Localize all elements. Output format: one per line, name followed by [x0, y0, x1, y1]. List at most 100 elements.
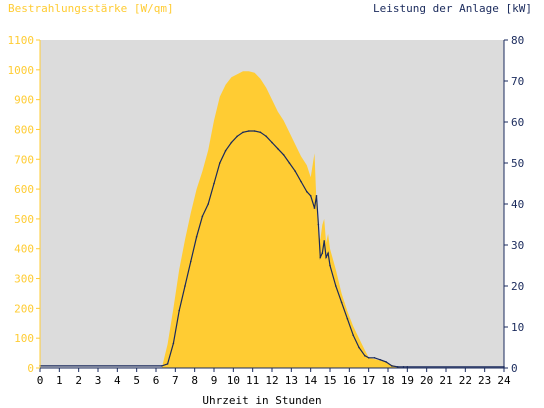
power-point [340, 301, 343, 304]
x-tick-label: 17 [362, 374, 375, 387]
power-point [294, 170, 297, 172]
y-left-tick-label: 0 [27, 362, 34, 375]
power-point [352, 334, 355, 337]
power-point [195, 236, 198, 238]
x-tick-label: 11 [246, 374, 259, 387]
power-point [317, 223, 320, 226]
x-tick-label: 8 [191, 374, 198, 387]
power-point [248, 130, 250, 132]
power-point [213, 182, 215, 185]
y-right-tick-label: 10 [511, 321, 524, 334]
y-left-tick-label: 900 [14, 94, 34, 107]
left-axis-title: Bestrahlungsstärke [W/qm] [8, 2, 174, 15]
power-point [391, 365, 393, 367]
y-right-tick-label: 80 [511, 34, 524, 47]
y-left-tick-label: 300 [14, 273, 34, 286]
power-point [166, 363, 169, 365]
x-tick-label: 9 [211, 374, 218, 387]
power-point [259, 131, 262, 134]
x-tick-label: 4 [114, 374, 121, 387]
x-tick-label: 6 [153, 374, 160, 387]
power-point [346, 318, 349, 320]
power-point [236, 135, 238, 138]
power-point [319, 256, 322, 259]
x-tick-label: 15 [323, 374, 336, 387]
y-left-tick-label: 800 [14, 123, 34, 136]
x-tick-label: 5 [133, 374, 140, 387]
right-axis-title: Leistung der Anlage [kW] [373, 2, 532, 15]
power-point [321, 252, 324, 254]
y-left-tick-label: 500 [14, 213, 34, 226]
x-tick-label: 19 [401, 374, 414, 387]
power-point [309, 195, 312, 197]
x-tick-label: 12 [265, 374, 278, 387]
power-point [172, 342, 175, 345]
power-point [329, 264, 331, 267]
x-tick-label: 16 [343, 374, 356, 387]
power-point [178, 309, 180, 312]
y-left-tick-label: 100 [14, 332, 34, 345]
power-line [40, 130, 504, 368]
power-point [306, 190, 308, 193]
power-point [219, 162, 221, 164]
y-left-tick-label: 700 [14, 153, 34, 166]
power-point [406, 366, 409, 368]
power-point [253, 130, 256, 132]
x-tick-label: 14 [304, 374, 318, 387]
x-tick-label: 13 [285, 374, 298, 387]
y-right-tick-label: 70 [511, 75, 524, 88]
power-point [161, 365, 163, 367]
power-point [282, 154, 285, 156]
x-tick-label: 23 [478, 374, 491, 387]
y-right-tick-label: 0 [511, 362, 518, 375]
y-right-tick-label: 40 [511, 198, 524, 211]
power-point [201, 215, 204, 218]
x-tick-label: 22 [459, 374, 472, 387]
power-point [373, 357, 376, 359]
y-right-tick-label: 50 [511, 157, 524, 170]
power-point [313, 207, 316, 209]
power-point [327, 252, 329, 254]
y-left-tick-label: 400 [14, 243, 34, 256]
x-tick-label: 1 [56, 374, 63, 387]
irradiance-area [40, 71, 504, 369]
power-point [184, 285, 186, 287]
power-point [242, 131, 244, 134]
y-left-tick-label: 1100 [8, 34, 35, 47]
power-point [385, 361, 387, 363]
x-tick-label: 0 [37, 374, 44, 387]
power-point [323, 240, 326, 242]
y-left-tick-label: 1000 [8, 64, 35, 77]
x-tick-label: 2 [75, 374, 82, 387]
y-left-tick-label: 200 [14, 302, 34, 315]
x-tick-label: 18 [381, 374, 394, 387]
power-point [396, 366, 399, 368]
x-tick-label: 7 [172, 374, 179, 387]
power-point [367, 357, 370, 359]
x-axis-title: Uhrzeit in Stunden [202, 394, 321, 407]
power-point [358, 346, 360, 349]
power-point [335, 285, 337, 287]
power-point [364, 354, 366, 357]
y-right-tick-label: 20 [511, 280, 524, 293]
y-left-tick-label: 600 [14, 183, 34, 196]
power-point [277, 147, 279, 150]
power-point [402, 366, 405, 368]
power-point [288, 162, 291, 164]
y-right-tick-label: 60 [511, 116, 524, 129]
power-point [230, 141, 233, 144]
x-tick-label: 20 [420, 374, 433, 387]
power-point [271, 141, 273, 144]
power-point [265, 135, 268, 138]
x-tick-label: 10 [227, 374, 240, 387]
power-point [325, 256, 327, 259]
power-point [207, 203, 209, 205]
power-point [224, 149, 227, 152]
x-tick-label: 24 [497, 374, 511, 387]
x-tick-label: 21 [439, 374, 452, 387]
y-right-tick-label: 30 [511, 239, 524, 252]
power-point [379, 359, 382, 361]
power-point [315, 195, 318, 197]
power-point [190, 260, 192, 263]
